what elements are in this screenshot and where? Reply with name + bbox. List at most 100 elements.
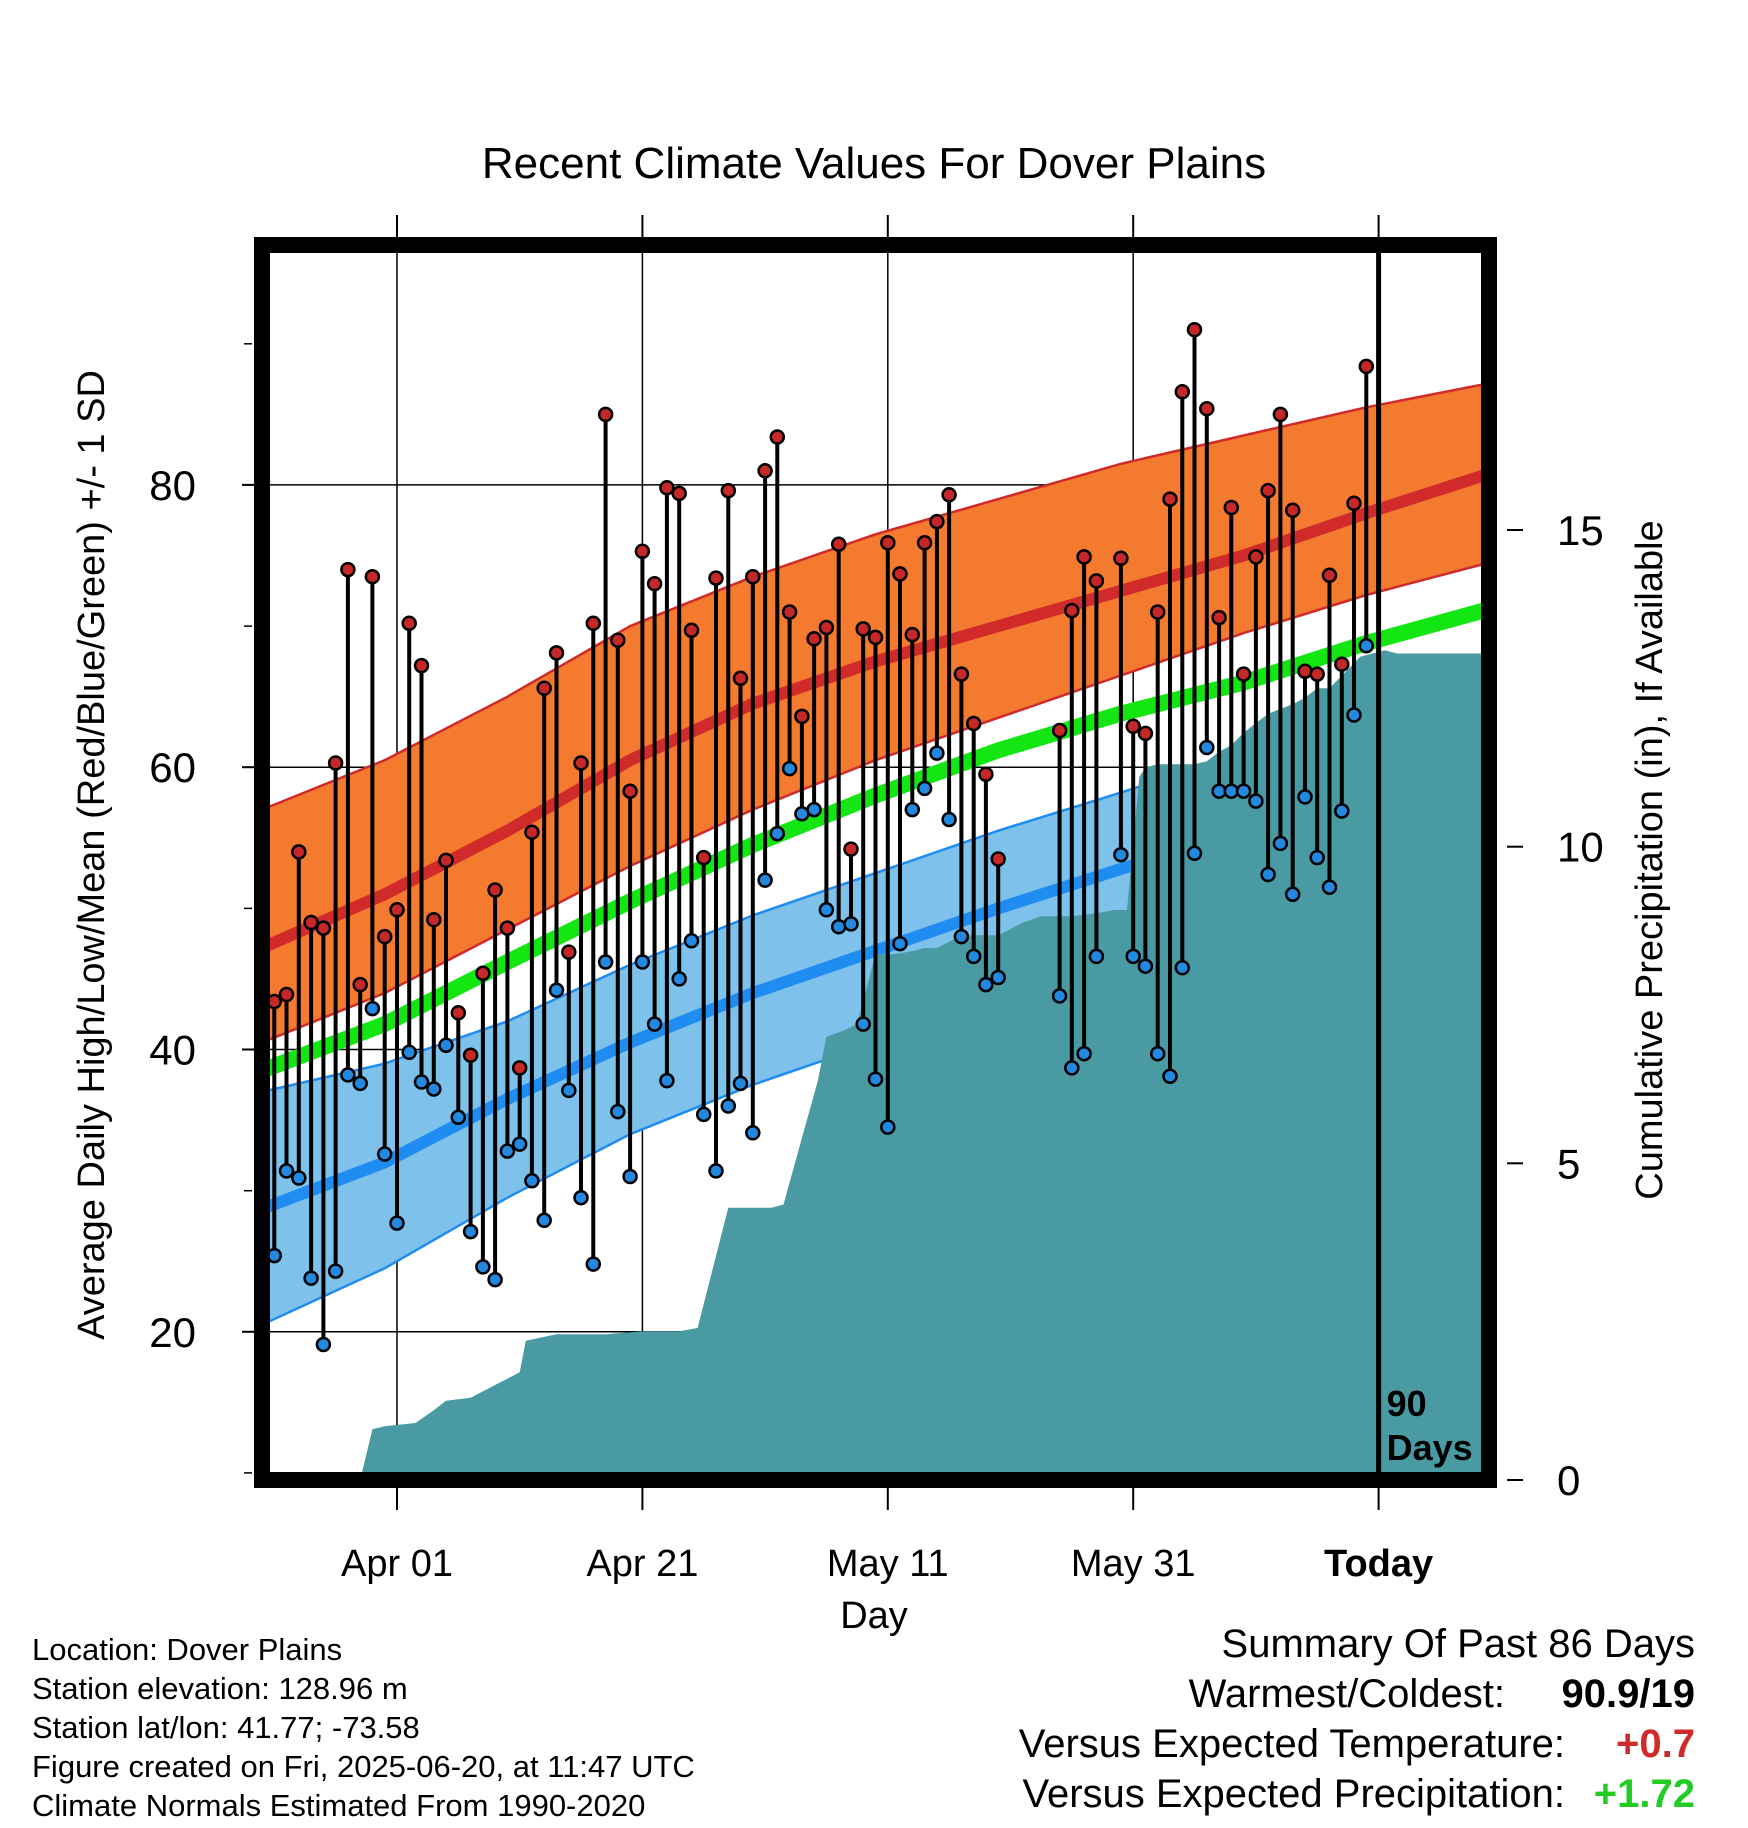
daily-low-point	[536, 1212, 552, 1229]
daily-low-point	[450, 1109, 467, 1126]
daily-low-point	[438, 1037, 454, 1054]
daily-high-point	[916, 535, 933, 551]
daily-high-point	[1284, 502, 1301, 519]
daily-low-point	[548, 982, 565, 998]
daily-high-point	[561, 944, 577, 960]
daily-low-point	[1125, 948, 1141, 965]
chart-title: Recent Climate Values For Dover Plains	[482, 139, 1266, 188]
temp-value: +0.7	[1616, 1722, 1695, 1766]
y2-tick-label: 10	[1557, 824, 1604, 871]
daily-high-point	[941, 487, 957, 503]
summary-precip: Versus Expected Precipitation: +1.72	[1022, 1772, 1695, 1817]
daily-low-point	[916, 780, 933, 797]
daily-low-point	[929, 745, 945, 761]
daily-low-point	[573, 1189, 589, 1206]
daily-high-point	[585, 615, 602, 632]
daily-high-point	[413, 657, 430, 674]
daily-high-point	[1297, 663, 1313, 680]
daily-high-point	[438, 852, 454, 869]
daily-high-point	[683, 622, 700, 639]
daily-low-point	[364, 1000, 381, 1017]
daily-high-point	[1309, 666, 1325, 682]
daily-low-point	[524, 1173, 540, 1189]
daily-low-point	[708, 1163, 724, 1179]
precipitation-area	[360, 650, 1490, 1480]
daily-high-point	[462, 1047, 479, 1063]
x-tick-label: Apr 01	[341, 1543, 453, 1585]
y-tick-label: 40	[149, 1027, 196, 1074]
daily-low-point	[769, 825, 786, 842]
daily-low-point	[1272, 835, 1289, 852]
daily-high-point	[1199, 400, 1215, 417]
daily-low-point	[1174, 959, 1191, 976]
daily-low-point	[683, 933, 700, 949]
plot-frame	[254, 237, 1497, 1488]
daily-low-point	[352, 1075, 368, 1092]
daily-high-point	[708, 570, 724, 586]
y2-tick-label: 15	[1557, 507, 1604, 554]
daily-low-point	[1334, 803, 1350, 819]
daily-high-point	[327, 755, 344, 771]
daily-high-point	[1137, 725, 1154, 742]
daily-low-point	[1358, 638, 1375, 654]
y-tick-label: 80	[149, 462, 196, 509]
warmest-value: 90.9/19	[1561, 1672, 1695, 1716]
daily-high-point	[732, 670, 749, 687]
daily-high-point	[806, 631, 822, 647]
daily-high-point	[389, 902, 405, 918]
daily-high-point	[1113, 550, 1129, 567]
daily-low-point	[1051, 988, 1068, 1004]
daily-high-point	[499, 920, 516, 936]
daily-low-point	[475, 1259, 491, 1275]
daily-low-point	[781, 760, 798, 777]
daily-high-point	[1334, 656, 1350, 672]
daily-high-point	[1125, 718, 1141, 735]
daily-high-point	[1346, 495, 1362, 512]
daily-low-point	[695, 1106, 712, 1123]
y2-axis-label: Cumulative Precipitation (in), If Availa…	[1629, 520, 1671, 1199]
daily-low-point	[426, 1081, 442, 1097]
daily-high-point	[291, 844, 307, 860]
daily-high-point	[1076, 549, 1092, 565]
daily-high-point	[1223, 499, 1240, 516]
daily-high-point	[1051, 722, 1068, 739]
today-note: Days	[1387, 1427, 1473, 1468]
daily-high-point	[794, 708, 810, 725]
daily-high-point	[1149, 604, 1166, 620]
daily-low-point	[732, 1075, 749, 1092]
summary-temp: Versus Expected Temperature: +0.7	[1019, 1722, 1695, 1767]
daily-low-point	[1162, 1068, 1178, 1085]
x-tick-label: May 11	[827, 1543, 949, 1585]
daily-high-point	[695, 849, 712, 866]
y-tick-label: 60	[149, 744, 196, 791]
daily-high-point	[401, 615, 417, 632]
daily-low-point	[585, 1256, 602, 1272]
daily-low-point	[867, 1071, 884, 1087]
daily-high-point	[855, 621, 871, 637]
daily-high-point	[843, 841, 859, 857]
daily-low-point	[671, 971, 687, 987]
daily-low-point	[659, 1072, 675, 1089]
daily-low-point	[1137, 958, 1154, 974]
daily-low-point	[843, 916, 859, 932]
daily-high-point	[376, 928, 393, 945]
daily-high-point	[659, 480, 675, 496]
daily-low-point	[1346, 707, 1362, 723]
precip-label: Versus Expected Precipitation:	[1022, 1772, 1565, 1816]
location-text: Location: Dover Plains	[32, 1632, 343, 1667]
daily-low-point	[610, 1103, 626, 1120]
daily-high-point	[978, 766, 994, 783]
daily-high-point	[536, 680, 552, 696]
daily-low-point	[511, 1136, 528, 1152]
daily-low-point	[880, 1119, 896, 1135]
elevation-text: Station elevation: 128.96 m	[32, 1671, 408, 1706]
daily-high-point	[622, 783, 638, 799]
daily-high-point	[1321, 567, 1338, 584]
daily-high-point	[646, 575, 663, 592]
summary-warmest: Warmest/Coldest: 90.9/19	[1189, 1672, 1695, 1717]
daily-high-point	[1186, 321, 1203, 338]
daily-low-point	[340, 1067, 356, 1083]
daily-low-point	[818, 902, 835, 918]
daily-low-point	[315, 1336, 332, 1353]
